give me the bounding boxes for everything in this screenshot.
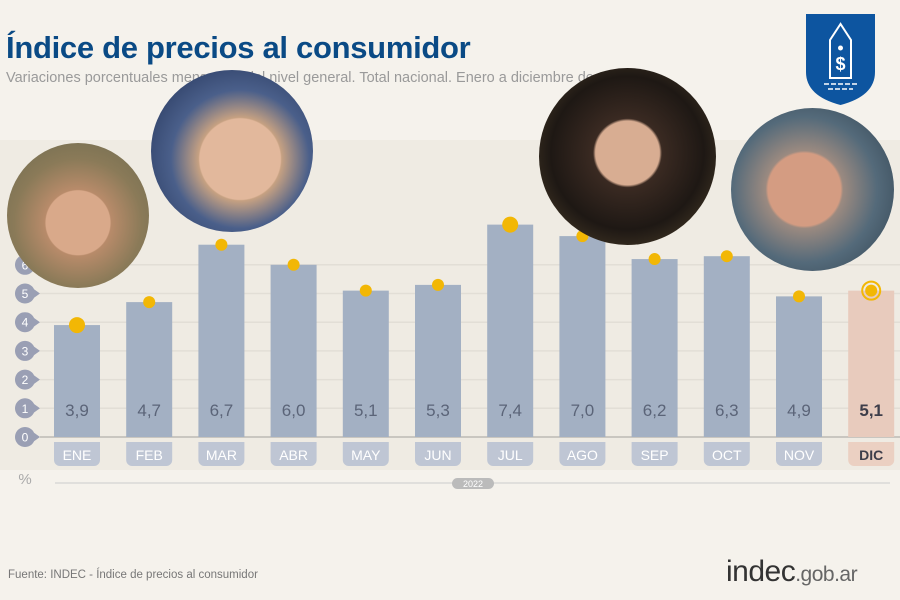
value-label: 6,3 [715, 401, 739, 420]
category-pill [126, 442, 173, 466]
data-marker [720, 250, 733, 263]
data-marker [865, 284, 878, 297]
y-tick-marker [15, 312, 40, 333]
site-domain: .gob.ar [795, 563, 858, 586]
category-label: NOV [784, 447, 815, 463]
marker-ring [861, 280, 882, 301]
category-pill [54, 442, 100, 466]
source-note: Fuente: INDEC - Índice de precios al con… [8, 569, 258, 581]
y-tick-label: 3 [22, 344, 29, 358]
category-label: OCT [712, 447, 742, 463]
bar-abr [270, 264, 317, 437]
bar-mar [198, 244, 245, 437]
category-pill [559, 442, 606, 466]
category-pill [415, 442, 461, 466]
data-marker [432, 278, 444, 291]
bar-dic [848, 290, 895, 437]
category-pill [342, 442, 389, 466]
y-tick-marker [15, 398, 40, 419]
data-marker [69, 317, 85, 334]
svg-text:$: $ [835, 54, 845, 74]
category-pill [776, 442, 822, 466]
category-label: DIC [859, 447, 883, 463]
price-tag-logo-icon: $ [806, 14, 875, 105]
bar-feb [126, 302, 173, 437]
site-brand: indec [726, 555, 796, 588]
bar-ago [559, 236, 606, 437]
category-pill [270, 442, 317, 466]
data-marker [287, 258, 300, 271]
value-label: 4,7 [137, 401, 161, 420]
value-label: 7,0 [571, 401, 595, 420]
bar-oct [703, 256, 750, 437]
category-label: MAR [206, 447, 237, 463]
person-portrait-3 [539, 68, 716, 245]
y-tick-label: 6 [22, 258, 29, 272]
bar-may [342, 290, 389, 437]
person-portrait-1 [7, 143, 149, 288]
chart-subtitle: Variaciones porcentuales mensuales del n… [6, 70, 631, 86]
value-label: 6,7 [210, 401, 234, 420]
category-pill [848, 442, 895, 466]
y-tick-label: 2 [22, 373, 29, 387]
y-axis-unit: % [18, 471, 31, 488]
person-portrait-4 [731, 108, 894, 271]
category-label: AGO [567, 447, 598, 463]
category-label: JUN [424, 447, 451, 463]
x-axis-label: 2022 [463, 479, 483, 489]
value-label: 5,3 [426, 401, 450, 420]
bar-jul [487, 224, 534, 437]
y-tick-label: 0 [22, 431, 29, 445]
data-marker [502, 216, 519, 233]
y-tick-marker [15, 427, 40, 448]
bar-jun [415, 284, 461, 437]
page-title: Índice de precios al consumidor [6, 30, 471, 65]
value-label: 5,1 [354, 401, 378, 420]
category-pill [198, 442, 245, 466]
site-logo: indec.gob.ar [726, 555, 858, 589]
data-marker [793, 290, 805, 303]
y-tick-marker [15, 369, 40, 390]
y-tick-label: 4 [22, 316, 29, 330]
value-label: 6,2 [643, 401, 667, 420]
year-pill [452, 478, 494, 489]
category-label: ABR [279, 447, 308, 463]
value-label: 3,9 [65, 401, 89, 420]
data-marker [648, 253, 661, 266]
category-label: FEB [136, 447, 163, 463]
y-tick-label: 1 [22, 402, 29, 416]
data-marker [359, 284, 372, 297]
category-pill [703, 442, 750, 466]
value-label: 4,9 [787, 401, 811, 420]
bar-ene [54, 325, 100, 437]
y-tick-marker [15, 283, 40, 304]
person-portrait-2 [151, 70, 313, 232]
category-label: MAY [351, 447, 381, 463]
bar-nov [776, 296, 822, 437]
value-label: 5,1 [859, 401, 883, 420]
category-pill [631, 442, 678, 466]
y-tick-label: 5 [22, 287, 29, 301]
category-pill [487, 442, 534, 466]
data-marker [143, 296, 156, 309]
value-label: 7,4 [498, 401, 522, 420]
bar-sep [631, 259, 678, 437]
category-label: SEP [641, 447, 669, 463]
y-tick-marker [15, 340, 40, 361]
data-marker [215, 238, 228, 251]
value-label: 6,0 [282, 401, 306, 420]
category-label: JUL [498, 447, 523, 463]
category-label: ENE [63, 447, 92, 463]
